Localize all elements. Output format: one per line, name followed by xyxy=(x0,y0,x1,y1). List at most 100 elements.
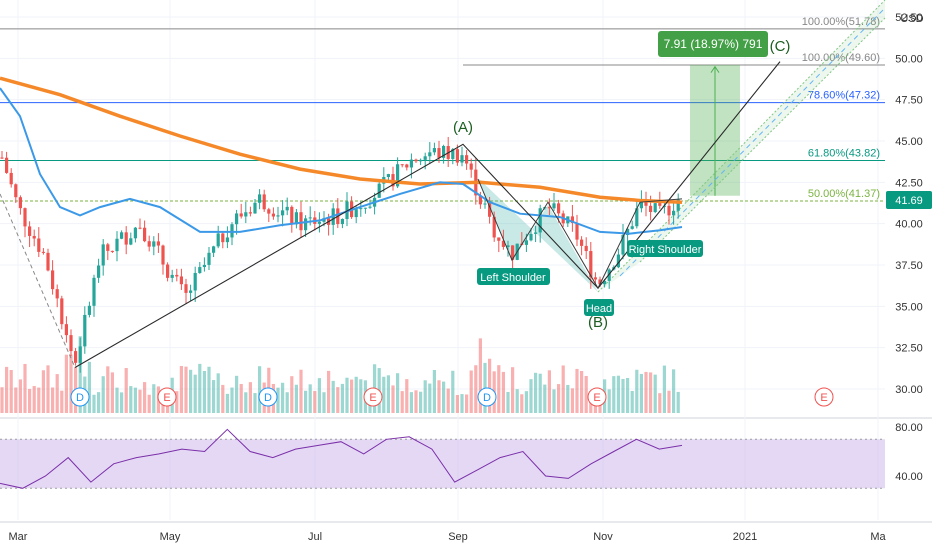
volume-bar xyxy=(497,365,501,413)
candle-body xyxy=(451,149,455,159)
volume-bar xyxy=(359,379,363,413)
volume-bar xyxy=(534,372,538,413)
volume-bar xyxy=(308,384,312,413)
candle-body xyxy=(14,184,18,198)
last-price-tag xyxy=(886,191,932,209)
volume-bar xyxy=(465,394,469,413)
volume-bar xyxy=(124,368,128,413)
candle-body xyxy=(133,227,137,239)
volume-bar xyxy=(322,392,326,413)
candle-body xyxy=(506,245,510,247)
volume-bar xyxy=(409,392,413,413)
candle-body xyxy=(465,155,469,164)
candle-body xyxy=(593,277,597,280)
candle-body xyxy=(368,206,372,208)
grid xyxy=(0,0,885,520)
event-marker-label: E xyxy=(369,392,376,404)
candle-body xyxy=(55,289,59,299)
volume-bar xyxy=(607,389,611,413)
candle-body xyxy=(538,208,542,233)
candle-body xyxy=(258,194,262,203)
candle-body xyxy=(5,157,9,173)
volume-bar xyxy=(189,369,193,413)
volume-bar xyxy=(133,387,137,413)
volume-bar xyxy=(281,382,285,413)
candle-body xyxy=(0,157,4,159)
candle-body xyxy=(138,227,142,229)
volume-bar xyxy=(92,394,96,413)
candle-body xyxy=(460,155,464,163)
candle-body xyxy=(147,241,151,247)
volume-bar xyxy=(345,377,349,413)
candle-body xyxy=(676,199,680,211)
volume-bar xyxy=(658,393,662,413)
candle-body xyxy=(396,164,400,187)
candle-body xyxy=(354,209,358,218)
volume-bar xyxy=(46,365,50,413)
volume-bar xyxy=(317,378,321,413)
candle-body xyxy=(626,228,630,236)
candle-body xyxy=(97,265,101,278)
candle-body xyxy=(304,218,308,231)
candle-body xyxy=(78,346,82,363)
head-label: Head xyxy=(586,303,612,315)
candle-body xyxy=(653,203,657,213)
candle-body xyxy=(469,163,473,170)
currency-label: USD xyxy=(900,13,923,25)
moving-averages xyxy=(0,76,683,235)
fibonacci-levels: 100.00%(51.78) 100.00%(49.60) 78.60%(47.32… xyxy=(0,16,885,202)
candle-body xyxy=(262,194,266,210)
volume-bar xyxy=(248,382,252,413)
volume-bar xyxy=(405,379,409,413)
volume-bar xyxy=(676,391,680,413)
head-box xyxy=(584,299,614,316)
volume-bar xyxy=(566,384,570,413)
volume-bar xyxy=(193,374,197,413)
volume-bar xyxy=(432,369,436,413)
last-price: 41.69 xyxy=(895,195,923,207)
volume-bar xyxy=(336,387,340,413)
volume-bar xyxy=(538,373,542,413)
volume-bar xyxy=(529,379,533,413)
fib-label: 78.60%(47.32) xyxy=(808,90,880,102)
price-axis: 52.50 50.00 47.50 45.00 42.50 40.00 37.50 35.00… xyxy=(895,12,923,396)
candle-body xyxy=(120,232,124,239)
candle-body xyxy=(299,212,303,231)
candle-body xyxy=(193,272,197,291)
volume-bar xyxy=(561,365,565,413)
candle-body xyxy=(41,251,45,253)
price-tick-label: 35.00 xyxy=(895,301,923,313)
candle-body xyxy=(129,238,133,245)
candle-body xyxy=(225,237,229,243)
volume-bar xyxy=(276,387,280,413)
time-tick-label: May xyxy=(160,531,181,543)
candle-body xyxy=(46,252,50,271)
event-marker-label: E xyxy=(163,392,170,404)
candle-body xyxy=(248,212,252,214)
volume-bar xyxy=(327,370,331,413)
candle-body xyxy=(630,226,634,229)
event-marker-label: D xyxy=(483,392,491,404)
projection-arrowhead xyxy=(710,65,720,73)
candle-body xyxy=(83,314,87,347)
candle-body xyxy=(106,244,110,251)
candle-body xyxy=(235,213,239,225)
candle-body xyxy=(184,284,188,293)
candle-body xyxy=(524,240,528,245)
fib-label: 50.00%(41.37) xyxy=(808,188,880,200)
volume-bar xyxy=(152,384,156,413)
volume-bar xyxy=(239,383,243,413)
candle-body xyxy=(557,203,561,214)
wave-path xyxy=(74,61,781,368)
wave-label-b: (B) xyxy=(588,314,608,331)
candle-body xyxy=(221,233,225,243)
volume-bar xyxy=(621,378,625,413)
candle-body xyxy=(621,235,625,255)
trend-drawings xyxy=(0,61,781,368)
volume-bar xyxy=(524,391,528,413)
volume-bar xyxy=(97,392,101,413)
left-shoulder-label: Left Shoulder xyxy=(480,272,546,284)
volume-bar xyxy=(290,376,294,413)
candle-body xyxy=(649,205,653,213)
volume-bar xyxy=(340,383,344,413)
